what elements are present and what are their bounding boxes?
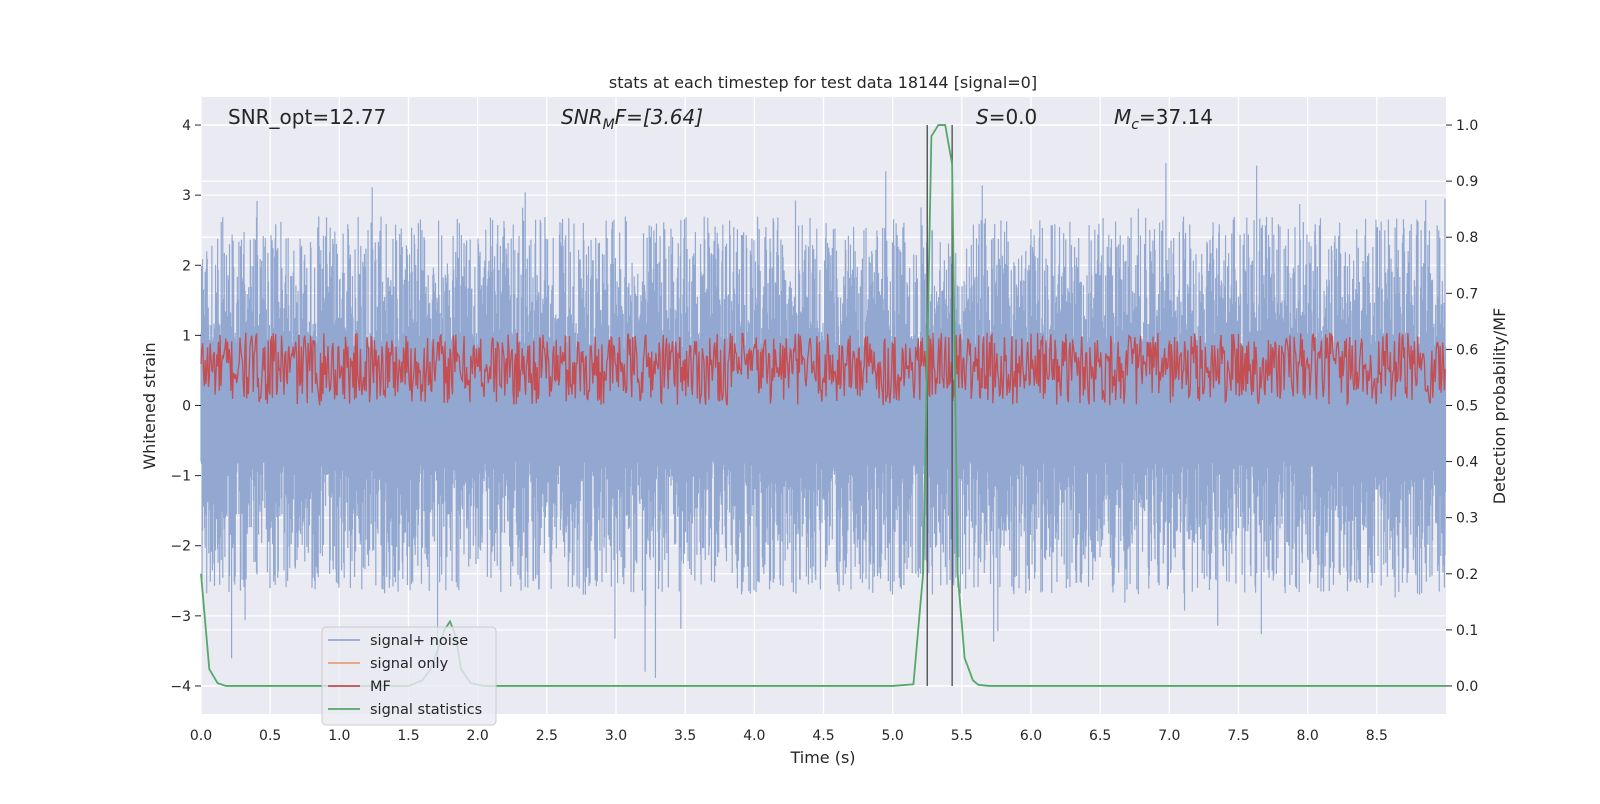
x-tick-label: 5.0 — [882, 728, 904, 744]
y-tick-label-right: 0.5 — [1456, 399, 1478, 415]
y-ticks-right: 1.0 0.9 0.8 0.7 0.6 0.5 0.4 0.3 0.2 0.1 0.0 — [1446, 118, 1478, 695]
annotation-mchirp: Mc=37.14 — [1114, 105, 1213, 133]
y-tick-label-left: −1 — [170, 469, 191, 485]
y-tick-label-right: 0.9 — [1456, 174, 1478, 190]
annotation-s: S=0.0 — [976, 105, 1037, 129]
x-tick-label: 0.0 — [190, 728, 212, 744]
x-tick-label: 4.0 — [743, 728, 765, 744]
mf-layer — [200, 331, 1446, 407]
y-tick-label-right: 0.4 — [1456, 455, 1478, 471]
y-tick-label-right: 0.8 — [1456, 230, 1478, 246]
legend-label-signal-statistics: signal statistics — [370, 702, 482, 718]
x-tick-label: 6.0 — [1020, 728, 1042, 744]
x-tick-label: 6.5 — [1089, 728, 1111, 744]
x-tick-label: 7.5 — [1227, 728, 1249, 744]
y-tick-label-right: 0.3 — [1456, 511, 1478, 527]
y-tick-label-left: −2 — [170, 539, 191, 555]
legend: signal+ noise signal only MF signal stat… — [321, 626, 497, 726]
x-tick-label: 2.0 — [467, 728, 489, 744]
y-ticks-left: 4 3 2 1 0 −1 −2 −3 −4 — [170, 118, 201, 695]
y-tick-label-right: 0.0 — [1456, 679, 1478, 695]
y-tick-label-right: 0.6 — [1456, 342, 1478, 358]
legend-box — [321, 626, 497, 726]
y-tick-label-left: 2 — [182, 258, 191, 274]
y-tick-label-left: 3 — [182, 188, 191, 204]
legend-label-signal-only: signal only — [370, 656, 449, 672]
y-tick-label-right: 1.0 — [1456, 118, 1478, 134]
y-tick-label-right: 0.1 — [1456, 623, 1478, 639]
legend-label-signal-noise: signal+ noise — [370, 633, 468, 649]
x-tick-label: 2.5 — [536, 728, 558, 744]
series-mf — [200, 331, 1446, 407]
y-tick-label-left: 1 — [182, 328, 191, 344]
y-tick-label-left: 0 — [182, 399, 191, 415]
annotation-snr-opt: SNR_opt=12.77 — [228, 105, 386, 129]
x-axis-label: Time (s) — [789, 748, 855, 767]
x-ticks: 0.0 0.5 1.0 1.5 2.0 2.5 3.0 3.5 4.0 4.5 5.0 5.5 6.0 6… — [190, 728, 1388, 744]
y-tick-label-right: 0.7 — [1456, 286, 1478, 302]
y-tick-label-left: −3 — [170, 609, 191, 625]
x-tick-label: 4.5 — [812, 728, 834, 744]
x-tick-label: 8.0 — [1297, 728, 1319, 744]
annotation-snr-mf: SNRMF=[3.64] — [561, 105, 703, 133]
y-tick-label-right: 0.2 — [1456, 567, 1478, 583]
chart-title: stats at each timestep for test data 181… — [609, 73, 1037, 92]
x-tick-label: 3.0 — [605, 728, 627, 744]
y-tick-label-left: −4 — [170, 679, 191, 695]
y-tick-label-left: 4 — [182, 118, 191, 134]
x-tick-label: 1.0 — [328, 728, 350, 744]
x-tick-label: 0.5 — [259, 728, 281, 744]
y-axis-label-right: Detection probability/MF — [1490, 308, 1509, 505]
x-tick-label: 8.5 — [1366, 728, 1388, 744]
x-tick-label: 3.5 — [674, 728, 696, 744]
legend-label-mf: MF — [370, 679, 391, 695]
x-tick-label: 7.0 — [1158, 728, 1180, 744]
y-axis-label-left: Whitened strain — [140, 342, 159, 469]
x-tick-label: 1.5 — [397, 728, 419, 744]
x-tick-label: 5.5 — [951, 728, 973, 744]
